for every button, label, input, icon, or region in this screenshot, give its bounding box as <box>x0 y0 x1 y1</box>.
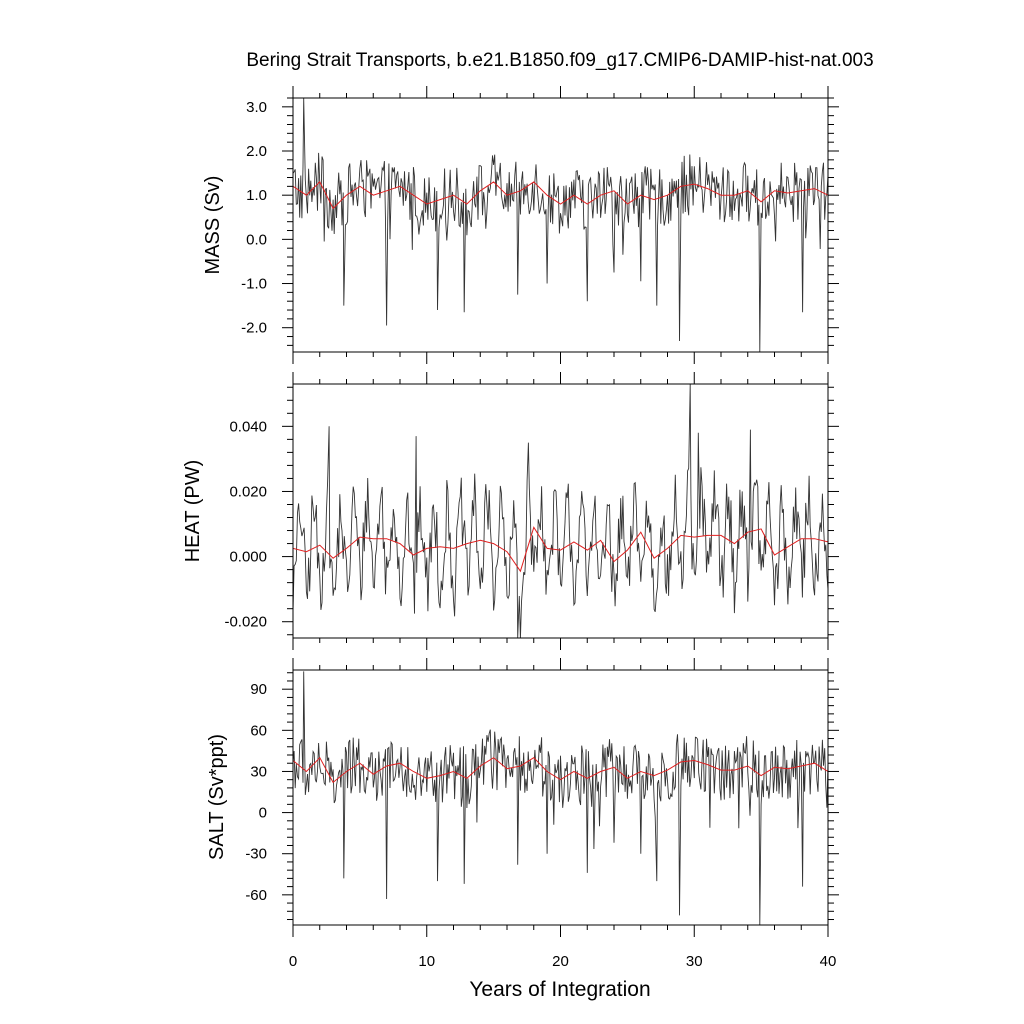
mass-y-tick-label: -1.0 <box>241 276 267 293</box>
heat-y-tick-label: -0.020 <box>224 614 267 631</box>
salt-monthly-line <box>293 671 828 925</box>
salt-y-tick-label: 60 <box>250 722 267 739</box>
heat-frame <box>292 383 829 639</box>
salt-y-tick-label: 30 <box>250 763 267 780</box>
mass-y-tick-label: -2.0 <box>241 320 267 337</box>
x-tick-label: 20 <box>552 953 569 970</box>
salt-y-tick-label: 0 <box>259 805 267 822</box>
mass-monthly-line <box>293 98 828 352</box>
salt-annual-line <box>293 756 828 784</box>
heat-panel: HEAT (PW) -0.020 0.000 0.020 0.040 <box>182 372 839 650</box>
x-tick-label: 40 <box>820 953 837 970</box>
mass-panel: MASS (Sv) -2.0 -1.0 0.0 1.0 2.0 3.0 <box>202 86 839 364</box>
salt-axis-label: SALT (Sv*ppt) <box>206 734 228 860</box>
chart-title: Bering Strait Transports, b.e21.B1850.f0… <box>246 50 873 71</box>
x-tick-label: 10 <box>418 953 435 970</box>
salt-panel: SALT (Sv*ppt) -60 -30 0 30 60 90 <box>206 658 839 937</box>
mass-y-tick-label: 2.0 <box>246 143 267 160</box>
heat-y-tick-label: 0.040 <box>229 418 267 435</box>
heat-monthly-line <box>293 384 828 638</box>
heat-axis-label: HEAT (PW) <box>182 460 204 563</box>
x-axis-ticks: 0 10 20 30 40 <box>289 953 837 970</box>
x-tick-label: 0 <box>289 953 297 970</box>
mass-annual-line <box>293 181 828 210</box>
mass-frame <box>292 97 829 353</box>
salt-y-tick-label: -30 <box>245 846 267 863</box>
heat-y-tick-label: 0.020 <box>229 483 267 500</box>
salt-frame <box>292 669 829 926</box>
mass-y-tick-label: 0.0 <box>246 231 267 248</box>
mass-axis-label: MASS (Sv) <box>202 176 224 275</box>
salt-y-tick-label: -60 <box>245 887 267 904</box>
mass-y-tick-label: 1.0 <box>246 187 267 204</box>
mass-y-tick-label: 3.0 <box>246 99 267 116</box>
x-tick-label: 30 <box>686 953 703 970</box>
x-axis-label: Years of Integration <box>469 978 650 1001</box>
salt-y-tick-label: 90 <box>250 681 267 698</box>
heat-y-tick-label: 0.000 <box>229 549 267 566</box>
heat-annual-line <box>293 526 828 573</box>
